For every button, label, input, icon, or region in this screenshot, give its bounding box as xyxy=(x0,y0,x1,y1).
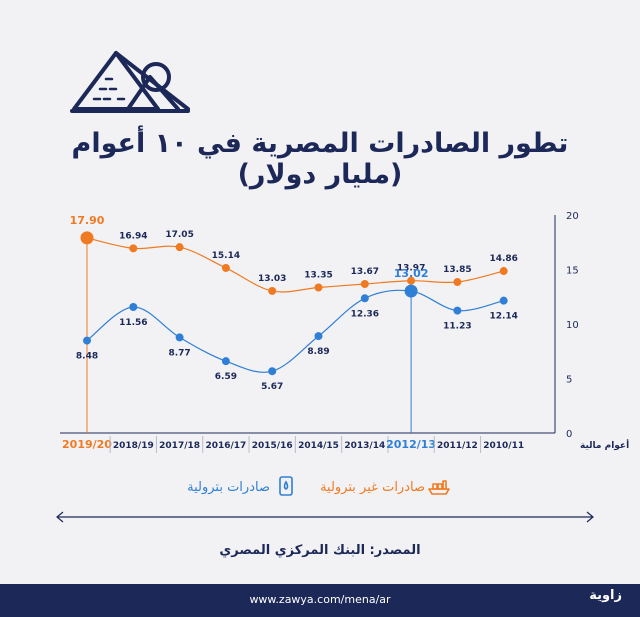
data-label: 15.14 xyxy=(212,251,240,261)
x-tick-label: 2015/16 xyxy=(252,441,293,451)
data-point xyxy=(221,263,230,272)
data-point xyxy=(407,276,416,285)
data-label: 8.77 xyxy=(168,348,190,358)
chart-axes: 0 5 10 15 20 2019/20 2018/19 2017/18 2016/17 2015… xyxy=(60,211,629,453)
series-line-1 xyxy=(86,289,504,373)
data-label: 12.36 xyxy=(351,309,379,319)
x-axis-title: أعوام مالية xyxy=(580,439,629,451)
y-tick-label: 5 xyxy=(566,375,572,386)
data-label: 17.90 xyxy=(70,214,105,227)
data-point xyxy=(175,333,184,342)
data-point xyxy=(404,284,418,298)
data-point xyxy=(499,296,508,305)
data-label: 12.14 xyxy=(489,312,517,322)
zawya-logo: زاوية xyxy=(589,588,622,603)
data-label: 13.85 xyxy=(443,265,471,275)
scroll-arrow-line xyxy=(56,511,594,523)
data-point xyxy=(129,244,138,253)
y-tick-label: 20 xyxy=(566,211,579,222)
data-label: 5.67 xyxy=(261,382,283,392)
y-tick-label: 15 xyxy=(566,266,579,277)
x-tick-label: 2013/14 xyxy=(344,441,385,451)
highlight-guides xyxy=(86,237,412,433)
data-point xyxy=(175,243,184,252)
chart-title: تطور الصادرات المصرية في ١٠ أعوام (مليار… xyxy=(71,128,569,190)
data-label: 13.35 xyxy=(304,270,332,280)
x-tick-label: 2010/11 xyxy=(483,441,524,451)
pyramids-icon xyxy=(70,51,190,113)
x-tick-label: 2016/17 xyxy=(205,441,246,451)
data-point xyxy=(129,302,138,311)
data-label: 11.56 xyxy=(119,318,147,328)
series-lines xyxy=(86,237,504,373)
data-point xyxy=(453,278,462,287)
data-point xyxy=(221,357,230,366)
data-point xyxy=(268,367,277,376)
footer-bar: www.zawya.com/mena/ar زاوية xyxy=(0,584,640,617)
data-point xyxy=(360,294,369,303)
data-point xyxy=(83,336,91,345)
x-tick-label: 2011/12 xyxy=(437,441,478,451)
oil-barrel-icon xyxy=(279,476,293,496)
series-line-0 xyxy=(86,237,504,293)
y-tick-label: 0 xyxy=(566,429,572,440)
data-label: 14.86 xyxy=(489,254,517,264)
data-label: 16.94 xyxy=(119,231,147,241)
data-label: 13.67 xyxy=(351,267,379,277)
x-tick-label: 2019/20 xyxy=(62,438,112,451)
data-label: 13.03 xyxy=(258,274,286,284)
x-tick-label: 2014/15 xyxy=(298,441,339,451)
data-point xyxy=(314,332,323,341)
data-point xyxy=(453,306,462,315)
legend-label-oil: صادرات بترولية xyxy=(187,480,270,495)
footer-url[interactable]: www.zawya.com/mena/ar xyxy=(249,593,391,606)
data-label: 13.97 xyxy=(397,264,425,274)
data-label: 6.59 xyxy=(215,372,237,382)
data-label: 17.05 xyxy=(165,230,193,240)
x-tick-label: 2017/18 xyxy=(159,441,200,451)
chart-canvas: 0 5 10 15 20 2019/20 2018/19 2017/18 2016/17 2015… xyxy=(60,211,629,453)
series-markers xyxy=(80,231,508,376)
x-tick-label: 2018/19 xyxy=(113,441,154,451)
data-label: 8.89 xyxy=(307,347,329,357)
data-point xyxy=(499,267,508,276)
data-label: 13.02 xyxy=(394,267,429,280)
cargo-ship-icon xyxy=(428,480,450,495)
data-point xyxy=(360,279,369,288)
data-label: 8.48 xyxy=(76,352,98,362)
data-point xyxy=(314,283,323,292)
data-labels: 17.90 16.94 17.05 15.14 13.03 13.35 13.67 13.97… xyxy=(70,214,518,392)
source-label: المصدر: البنك المركزي المصري xyxy=(219,543,421,558)
data-point xyxy=(80,231,94,245)
y-tick-label: 10 xyxy=(566,320,579,331)
legend-label-non-oil: صادرات غير بترولية xyxy=(320,480,425,495)
data-point xyxy=(268,286,277,295)
data-label: 11.23 xyxy=(443,322,471,332)
x-tick-label: 2012/13 xyxy=(386,438,436,451)
